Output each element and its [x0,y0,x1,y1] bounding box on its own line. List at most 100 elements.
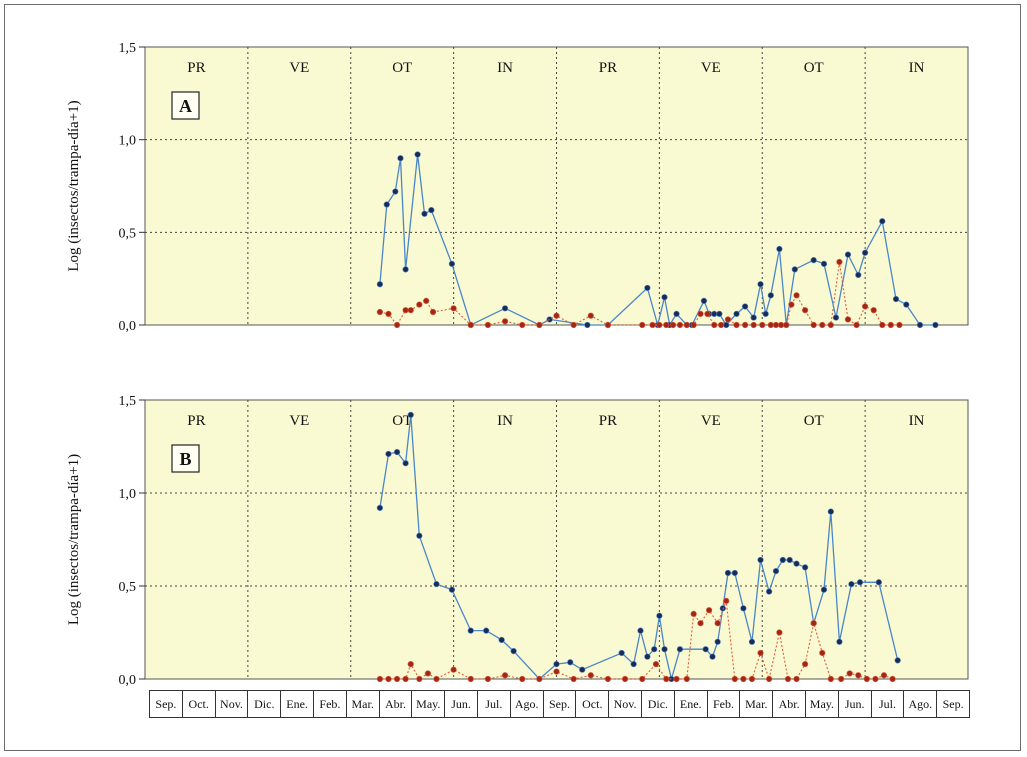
series-2-point [553,668,560,675]
series-2-point [889,675,896,683]
series-2-point [663,321,670,329]
series-1-point [702,646,709,653]
panel-label-box [171,91,200,120]
series-1-point [402,266,409,273]
series-2-point [484,321,492,329]
season-label: OT [392,413,412,429]
series-1-point [428,206,435,214]
series-1-point [467,627,474,634]
series-1-point [711,310,718,317]
series-line-1 [379,414,899,682]
series-1-point [932,321,939,329]
series-2-point [501,672,509,679]
series-2-point [407,661,414,668]
series-1-point [501,305,509,312]
series-1-point [724,569,732,577]
series-1-point [836,638,843,645]
series-1-point [742,303,749,310]
series-2-point [683,675,690,683]
series-2-point [433,675,440,683]
series-2-point [697,310,704,317]
series-1-point [820,586,828,593]
series-1-point [844,251,852,258]
series-1-point [376,504,383,511]
series-1-point [716,310,723,317]
season-label: OT [804,60,824,76]
month-cell: Sep. [936,690,970,718]
month-cell: Sep. [149,690,183,718]
y-tick-label: 1,0 [119,487,137,502]
series-1-point [376,281,383,288]
series-1-point [421,210,428,217]
series-2-point [772,321,780,329]
series-1-point [762,310,769,317]
series-2-point [553,312,560,319]
series-2-point [863,675,870,683]
series-2-point [717,321,725,329]
season-label: IN [909,60,925,76]
series-1-point [414,151,421,158]
series-2-point [783,321,790,329]
month-cell: Dic. [641,690,675,718]
series-line-2 [379,600,893,682]
series-1-point [791,266,798,273]
season-label: PR [187,413,205,429]
season-label: VE [289,413,309,429]
series-2-point [385,675,392,683]
series-1-point [894,657,901,664]
series-1-point [448,586,456,593]
series-2-point [649,321,656,329]
series-1-point [832,314,840,321]
y-tick-label: 0,0 [119,319,137,334]
series-2-point [870,307,877,314]
series-2-point [819,649,826,657]
series-2-point [669,321,677,329]
series-1-point [848,581,855,588]
series-2-point [467,675,474,683]
y-axis-label: Log (insectos/trampa-día+1) [66,454,82,625]
series-2-point [639,321,646,329]
series-2-point [604,321,612,329]
series-2-point [450,305,457,312]
series-1-point [793,560,800,567]
series-2-point [714,620,721,627]
series-2-point [767,321,774,329]
series-2-point [827,321,834,329]
series-2-point [429,308,437,316]
series-2-point [748,675,756,683]
series-1-point [810,257,817,264]
series-2-point [690,610,697,618]
y-tick-label: 1,0 [119,134,137,149]
series-1-point [767,292,774,299]
series-2-point [793,675,800,683]
series-1-point [510,647,517,655]
series-2-point [639,675,646,683]
series-2-point [570,321,577,329]
series-2-point [766,675,773,683]
series-1-point [402,460,409,467]
season-label: IN [497,413,513,429]
series-1-point [644,284,651,292]
series-1-point [676,646,684,653]
series-2-point [862,303,869,310]
y-tick-label: 1,5 [119,394,137,409]
series-2-point [704,310,711,317]
series-1-point [433,581,440,588]
series-2-point [536,321,543,329]
month-cell: Nov. [608,690,642,718]
series-2-point [621,675,629,683]
series-2-point [887,321,894,329]
series-1-point [875,579,882,586]
series-2-point [724,316,732,323]
series-1-point [766,588,773,595]
series-2-point [705,607,713,614]
series-1-point [385,450,392,458]
series-1-point [651,646,658,653]
series-2-point [376,308,383,316]
month-cell: May. [805,690,839,718]
series-2-point [376,675,383,683]
series-1-point [779,556,786,564]
season-label: VE [701,60,721,76]
series-2-point [836,258,843,266]
